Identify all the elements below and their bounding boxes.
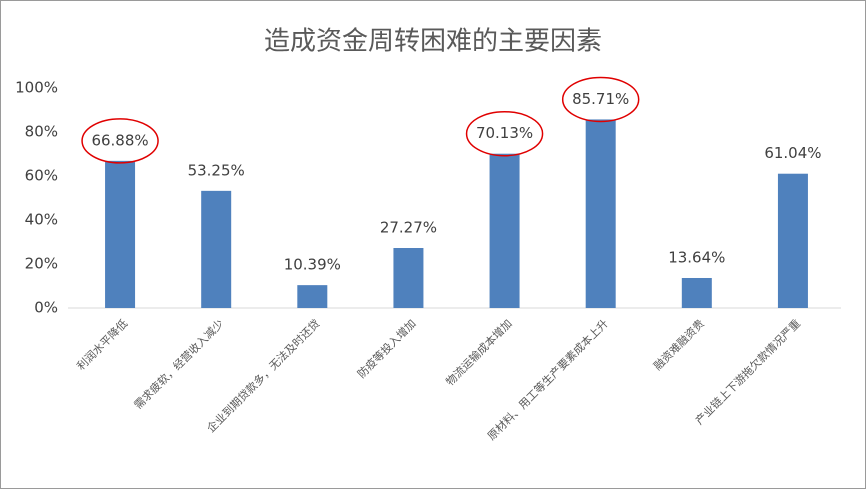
y-tick-label: 0% — [34, 299, 58, 317]
highlight-circle — [81, 118, 159, 164]
bar — [201, 190, 232, 308]
y-tick-label: 40% — [25, 211, 58, 229]
data-label: 10.39% — [284, 256, 341, 274]
data-label: 70.13% — [476, 124, 533, 142]
data-label: 61.04% — [764, 144, 821, 162]
y-tick-label: 20% — [25, 255, 58, 273]
bar — [777, 173, 808, 308]
data-label: 85.71% — [572, 90, 629, 108]
bar — [489, 153, 520, 308]
data-label: 66.88% — [91, 131, 148, 149]
data-label: 13.64% — [668, 248, 725, 266]
chart-title: 造成资金周转困难的主要因素 — [264, 27, 602, 57]
highlight-circle — [561, 76, 640, 123]
bar — [105, 160, 136, 308]
bar — [297, 285, 328, 308]
data-label: 53.25% — [188, 161, 245, 179]
data-label: 27.27% — [380, 219, 437, 237]
bar — [585, 119, 616, 308]
y-tick-label: 100% — [15, 79, 58, 97]
y-tick-label: 60% — [25, 167, 58, 185]
bar — [681, 277, 712, 308]
highlight-circle — [465, 110, 544, 157]
bar — [393, 248, 424, 308]
y-tick-label: 80% — [25, 123, 58, 141]
